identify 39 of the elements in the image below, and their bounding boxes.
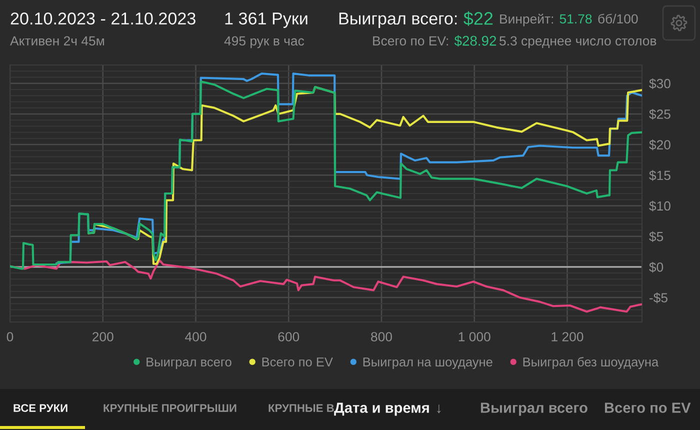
legend-label: Выиграл всего xyxy=(146,358,232,370)
text: Всего по EV xyxy=(604,402,691,413)
text: 495 рук в час xyxy=(224,36,304,48)
text: бб/100 xyxy=(598,14,638,24)
x-tick-label: 400 xyxy=(185,332,206,342)
chart-subtitle: Активен 2ч 45м xyxy=(10,36,104,46)
legend-label: Выиграл на шоудауне xyxy=(363,358,492,370)
y-tick-label: $10 xyxy=(649,200,670,212)
text: 51.78 xyxy=(560,14,592,24)
x-tick-label: 200 xyxy=(92,332,114,342)
x-tick-label: 1 200 xyxy=(552,332,584,342)
x-tick-label: 0 xyxy=(6,332,14,342)
text: Выиграл всего xyxy=(480,402,588,416)
y-tick-label: -$5 xyxy=(650,292,668,304)
text: КРУПНЫЕ В xyxy=(268,404,334,412)
legend-label: Выиграл без шоудауна xyxy=(523,356,659,370)
text: $22 xyxy=(464,11,493,26)
chart-title: 20.10.2023 - 21.10.2023 xyxy=(10,12,196,25)
y-tick-label: $15 xyxy=(649,170,670,181)
y-tick-label: $20 xyxy=(649,140,670,150)
x-tick-label: 600 xyxy=(278,332,300,342)
y-tick-label: $5 xyxy=(649,231,664,242)
text: Винрейт: xyxy=(500,14,554,26)
x-tick-label: 1 000 xyxy=(458,332,490,342)
y-tick-label: $0 xyxy=(649,262,664,273)
text: $28.92 xyxy=(454,35,496,47)
text: 1 361 Руки xyxy=(225,12,308,28)
legend-label: Всего по EV xyxy=(262,358,333,366)
y-tick-label: $30 xyxy=(649,78,670,90)
text: 5.3 среднее число столов xyxy=(500,36,656,48)
line-series xyxy=(10,259,642,313)
text: Дата и время xyxy=(334,402,429,416)
text: ↓ xyxy=(437,404,441,414)
text: ВСЕ РУКИ xyxy=(14,404,68,412)
y-tick-label: $25 xyxy=(649,108,670,120)
text: КРУПНЫЕ ПРОИГРЫШИ xyxy=(104,404,236,412)
text: Выиграл всего: xyxy=(339,12,457,28)
text: Всего по EV: xyxy=(373,36,448,46)
x-tick-label: 800 xyxy=(371,332,392,342)
